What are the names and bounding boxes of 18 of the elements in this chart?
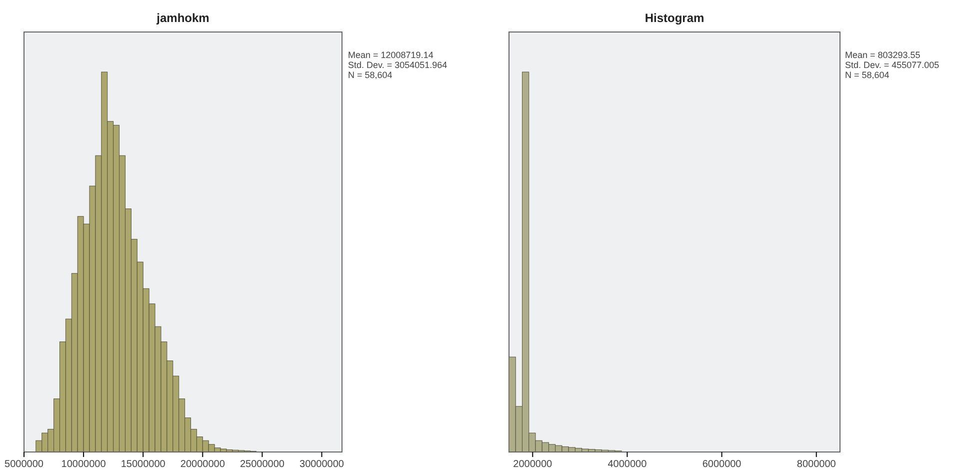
text: Std. Dev. = 3054051.964 [348,60,448,70]
text: Std. Dev. = 455077.005 [845,60,940,70]
x-tick-label: 5000000 [4,459,44,470]
x-tick-label: 8000000 [796,459,836,470]
x-tick-label: 20000000 [180,459,226,470]
x-tick-label: 4000000 [608,459,648,470]
x-tick-label: 25000000 [240,459,285,470]
chart-title: Histogram [644,11,704,25]
chart-title: jamhokm [156,11,210,25]
x-tick-label: 6000000 [702,459,742,470]
x-tick-label: 30000000 [300,459,344,470]
text: Mean = 12008719.14 [348,50,434,60]
x-tick-label: 15000000 [120,459,166,470]
text: Mean = 803293.55 [845,50,920,60]
x-tick-label: 10000000 [61,459,106,470]
text: N = 58,604 [348,70,392,80]
x-tick-label: 2000000 [513,459,553,470]
text: N = 58,604 [845,70,890,80]
